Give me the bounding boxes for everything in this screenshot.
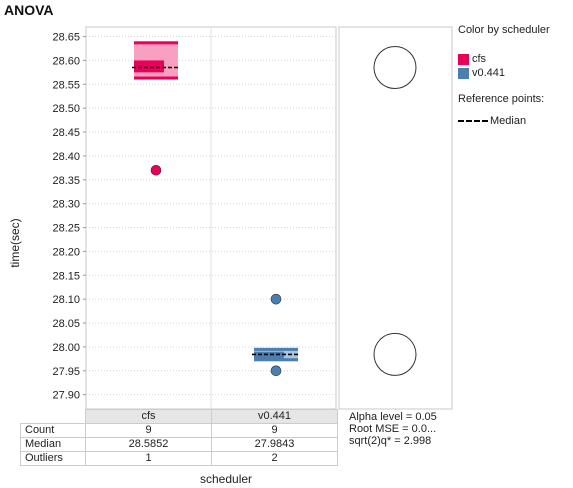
y-tick-label: 28.55: [52, 79, 80, 91]
y-tick-label: 28.10: [52, 294, 80, 306]
y-tick-label: 28.50: [52, 103, 80, 115]
legend-title: Color by scheduler: [458, 24, 550, 36]
legend-item-cfs[interactable]: cfs: [458, 53, 486, 65]
y-tick-label: 28.20: [52, 246, 80, 258]
page-title: ANOVA: [4, 2, 54, 18]
y-tick-label: 28.25: [52, 223, 80, 235]
anova-info: Alpha level = 0.05 Root MSE = 0.0... sqr…: [349, 411, 453, 447]
cell-outliers-cfs: 1: [85, 451, 212, 466]
whisker-low: [254, 358, 298, 362]
table-row: Count 9 9: [20, 423, 338, 438]
cell-median-v0441: 27.9843: [211, 437, 338, 452]
iqr-box: [134, 60, 164, 73]
y-tick-label: 28.45: [52, 127, 80, 139]
cell-outliers-v0441: 2: [211, 451, 338, 466]
y-tick-label: 28.00: [52, 342, 80, 354]
cell-count-cfs: 9: [85, 423, 212, 438]
cell-median-cfs: 28.5852: [85, 437, 212, 452]
row-label-median: Median: [20, 437, 86, 452]
y-tick-label: 28.35: [52, 175, 80, 187]
cell-count-v0441: 9: [211, 423, 338, 438]
x-axis-label: scheduler: [200, 472, 253, 486]
stats-table: cfs v0.441 Count 9 9 Median 28.5852 27.9…: [20, 409, 338, 466]
outlier-point[interactable]: [270, 365, 282, 377]
row-label-count: Count: [20, 423, 86, 438]
reference-median[interactable]: Median: [458, 115, 526, 127]
alpha-level: Alpha level = 0.05: [349, 411, 437, 423]
reference-points-title: Reference points:: [458, 93, 545, 105]
box-v0441[interactable]: [252, 293, 300, 377]
table-row: Median 28.5852 27.9843: [20, 437, 338, 452]
column-header-v0441[interactable]: v0.441: [211, 409, 338, 424]
whisker-high: [254, 347, 298, 351]
y-tick-label: 28.15: [52, 270, 80, 282]
whisker-low: [134, 76, 178, 80]
whisker-high: [134, 41, 178, 45]
median-dash-icon: [458, 120, 488, 123]
comparison-panel: [338, 26, 453, 410]
legend-swatch-v0441: [458, 67, 469, 79]
column-header-cfs[interactable]: cfs: [85, 409, 212, 424]
outlier-point[interactable]: [270, 293, 282, 305]
iqr-box: [254, 351, 284, 359]
legend-label-cfs: cfs: [472, 53, 487, 65]
y-tick-label: 27.90: [52, 390, 80, 402]
legend-label-v0441: v0.441: [472, 67, 506, 79]
y-tick-label: 28.30: [52, 199, 80, 211]
box-cfs[interactable]: [132, 41, 180, 176]
legend-item-v0441[interactable]: v0.441: [458, 67, 505, 79]
row-label-outliers: Outliers: [20, 451, 86, 466]
comparison-circle-cfs[interactable]: [373, 45, 417, 89]
y-tick-label: 28.60: [52, 55, 80, 67]
root-mse: Root MSE = 0.0...: [349, 423, 437, 435]
comparison-circle-v0441[interactable]: [373, 332, 417, 376]
y-tick-label: 28.05: [52, 318, 80, 330]
legend-swatch-cfs: [458, 53, 469, 65]
reference-median-label: Median: [490, 115, 527, 127]
table-row: Outliers 1 2: [20, 451, 338, 466]
outlier-point[interactable]: [150, 164, 162, 176]
q-statistic: sqrt(2)q* = 2.998: [349, 435, 432, 447]
y-tick-label: 27.95: [52, 366, 80, 378]
y-tick-label: 28.40: [52, 151, 80, 163]
y-tick-label: 28.65: [52, 32, 80, 44]
